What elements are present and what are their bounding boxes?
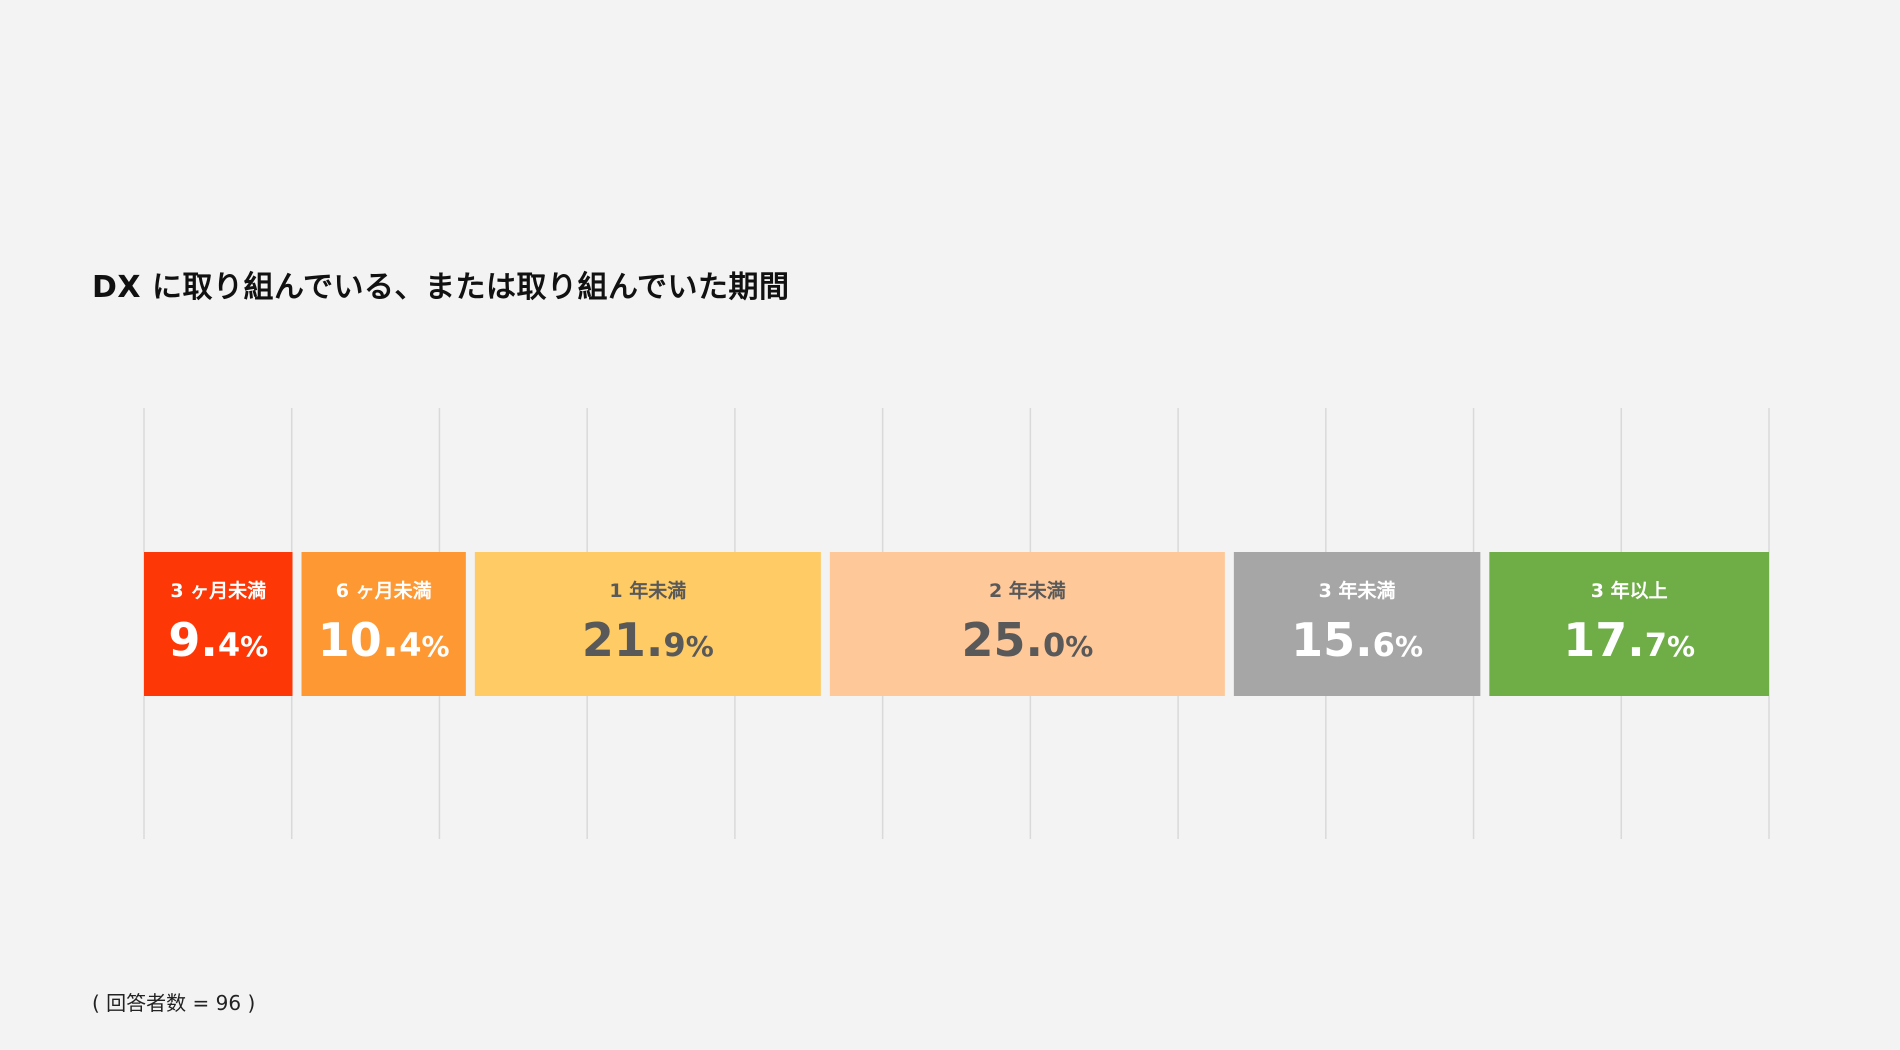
data-label-whole: 25. (961, 613, 1043, 667)
data-label-whole: 17. (1563, 613, 1645, 667)
category-label: 2 年未満 (989, 579, 1066, 602)
data-label-unit: % (422, 630, 450, 663)
data-label-decimal: 7 (1645, 626, 1667, 664)
data-label: 9.4% (168, 613, 268, 667)
data-label-decimal: 6 (1373, 626, 1395, 664)
data-label: 10.4% (318, 613, 450, 667)
bar-segment (144, 552, 293, 696)
footnote-open-paren: ( (92, 991, 107, 1015)
data-label-unit: % (240, 630, 268, 663)
data-label-unit: % (1065, 630, 1093, 663)
respondent-count-note: ( 回答者数 = 96 ) (92, 987, 255, 1016)
category-label: 3 年未満 (1319, 579, 1396, 602)
data-label-decimal: 0 (1043, 626, 1065, 664)
respondent-count: 96 (215, 991, 242, 1015)
category-label: 3 ヶ月未満 (170, 579, 266, 602)
bar-segment (474, 552, 821, 696)
category-label: 6 ヶ月未満 (336, 579, 432, 602)
bar-segments (144, 552, 1769, 696)
data-label: 17.7% (1563, 613, 1695, 667)
bar-segment (1489, 552, 1769, 696)
data-label-decimal: 4 (399, 626, 421, 664)
data-label-whole: 15. (1291, 613, 1373, 667)
data-label: 25.0% (961, 613, 1093, 667)
data-label: 15.6% (1291, 613, 1423, 667)
category-label: 3 年以上 (1591, 579, 1668, 602)
footnote-equals: = (186, 991, 216, 1015)
bar-segment (829, 552, 1225, 696)
bar-segment (1233, 552, 1481, 696)
data-label-whole: 10. (318, 613, 400, 667)
footnote-close-paren: ) (241, 991, 256, 1015)
category-label: 1 年未満 (609, 579, 686, 602)
data-label-whole: 21. (582, 613, 664, 667)
data-label-unit: % (1667, 630, 1695, 663)
chart-title: DX に取り組んでいる、または取り組んでいた期間 (92, 270, 790, 305)
footnote-label: 回答者数 (106, 991, 187, 1015)
bar-segment (301, 552, 466, 696)
data-label: 21.9% (582, 613, 714, 667)
data-label-unit: % (686, 630, 714, 663)
data-label-unit: % (1395, 630, 1423, 663)
data-label-decimal: 9 (663, 626, 685, 664)
data-label-decimal: 4 (218, 626, 240, 664)
data-label-whole: 9. (168, 613, 217, 667)
